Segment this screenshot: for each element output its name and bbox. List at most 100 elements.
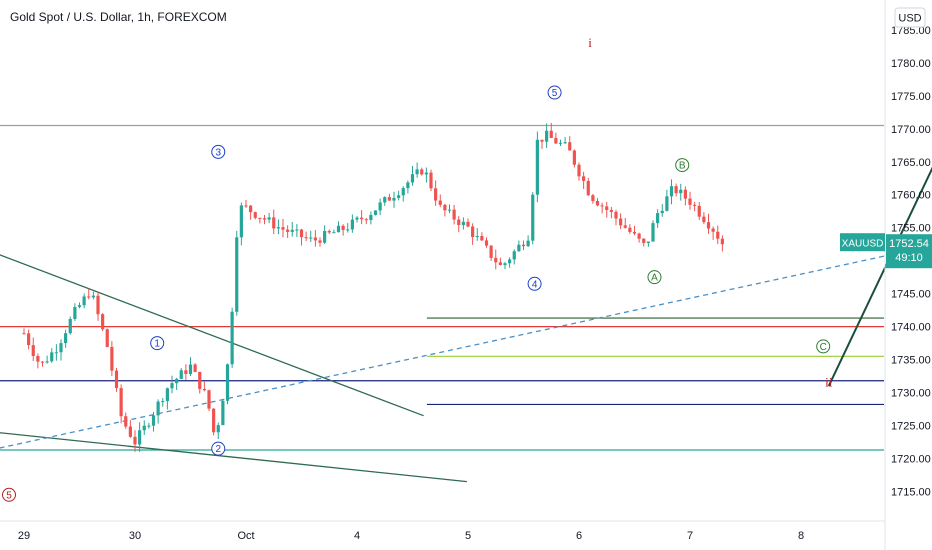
candle-body (387, 197, 391, 201)
candle-body (475, 236, 479, 238)
candle-body (484, 240, 489, 246)
candle-body (221, 400, 225, 426)
candle-body (600, 205, 604, 207)
candle-body (373, 210, 378, 215)
price-tag-countdown: 49:10 (895, 252, 923, 264)
candle-body (170, 383, 174, 389)
candle-body (147, 425, 151, 427)
candle-body (105, 329, 109, 347)
wave-label-circle (816, 339, 831, 354)
y-tick-label: 1730.00 (891, 388, 931, 400)
drawing-lines (0, 124, 932, 483)
y-axis[interactable]: 1785.00 1780.00 1775.00 1770.00 1765.00 1760.… (891, 25, 931, 499)
candle-body (457, 219, 461, 226)
candle-body (586, 180, 590, 196)
candle-body (420, 169, 424, 175)
candle-body (424, 172, 428, 175)
candle-body (350, 219, 354, 230)
wave-label-circle (211, 144, 226, 159)
wave-label: 5 (552, 88, 558, 99)
candle-body (711, 228, 715, 232)
y-tick-label: 1745.00 (891, 289, 931, 301)
candle-body (364, 219, 368, 221)
candle-body (346, 229, 350, 231)
candle-body (142, 425, 146, 431)
wave-label-circle (150, 336, 165, 351)
y-tick-label: 1725.00 (891, 421, 931, 433)
candle-body (517, 244, 521, 252)
candle-body (489, 245, 493, 258)
candle-body (156, 401, 160, 416)
candle-body (549, 130, 553, 138)
y-tick-label: 1775.00 (891, 91, 931, 103)
candle-body (101, 314, 105, 330)
candle-body (461, 221, 465, 226)
candle-body (91, 295, 95, 298)
candle-body (540, 139, 544, 142)
candle-body (679, 189, 683, 194)
candle-body (50, 352, 54, 362)
candle-body (318, 240, 322, 243)
candle-body (674, 186, 678, 194)
candle-body (466, 221, 470, 227)
x-tick-label: 30 (129, 530, 141, 542)
candle-body (392, 197, 396, 201)
x-tick-label: Oct (237, 530, 254, 542)
symbol-tag-label: XAUUSD (842, 239, 884, 250)
price-tag: 1752.54 49:10 (886, 234, 932, 269)
candle-body (521, 244, 526, 247)
candle-body (161, 401, 165, 403)
y-tick-label: 1740.00 (891, 322, 931, 334)
wave-label: 5 (6, 490, 12, 501)
candle-body (447, 209, 452, 211)
candle-body (96, 295, 100, 315)
candle-body (438, 200, 442, 205)
candle-body (660, 210, 664, 214)
candle-body (267, 217, 271, 220)
wave-label: 1 (154, 339, 160, 350)
candle-body (235, 237, 239, 312)
x-tick-label: 7 (687, 530, 693, 542)
candle-body (378, 202, 382, 211)
candle-body (554, 137, 558, 144)
wave-label: 2 (215, 444, 221, 455)
candle-body (683, 189, 687, 199)
wave-label-circle (2, 487, 16, 502)
candle-body (31, 345, 35, 357)
candle-body (230, 311, 234, 365)
candle-body (591, 195, 595, 201)
candle-body (706, 222, 711, 229)
currency-badge[interactable]: USD (894, 7, 926, 28)
trendline (0, 432, 467, 483)
wave-label-circle (211, 441, 226, 456)
candle-body (595, 200, 600, 206)
candle-body (133, 436, 137, 445)
candle-body (360, 217, 364, 220)
candle-body (628, 227, 632, 232)
candle-body (720, 238, 724, 245)
candle-body (207, 390, 211, 409)
y-tick-label: 1755.00 (891, 223, 931, 235)
candle-body (110, 346, 114, 371)
candle-body (77, 305, 82, 308)
candle-body (239, 205, 243, 238)
candle-body (262, 218, 267, 220)
y-tick-label: 1715.00 (891, 487, 931, 499)
candle-body (281, 227, 285, 230)
candle-body (355, 217, 359, 220)
wave-label: 4 (532, 279, 538, 290)
candle-body (64, 333, 68, 344)
x-tick-label: 4 (354, 530, 360, 542)
candle-body (175, 378, 179, 384)
candle-body (87, 296, 91, 298)
candle-body (40, 361, 45, 363)
candle-body (272, 217, 276, 229)
wave-label-circle (647, 270, 662, 285)
x-axis[interactable]: 29 30 Oct 4 5 6 7 8 (18, 530, 804, 542)
candle-body (73, 307, 77, 319)
chart-title: Gold Spot / U.S. Dollar, 1h, FOREXCOM (10, 10, 227, 24)
candle-body (304, 237, 308, 239)
candle-body (336, 225, 341, 233)
wave-label-circle (547, 85, 562, 100)
